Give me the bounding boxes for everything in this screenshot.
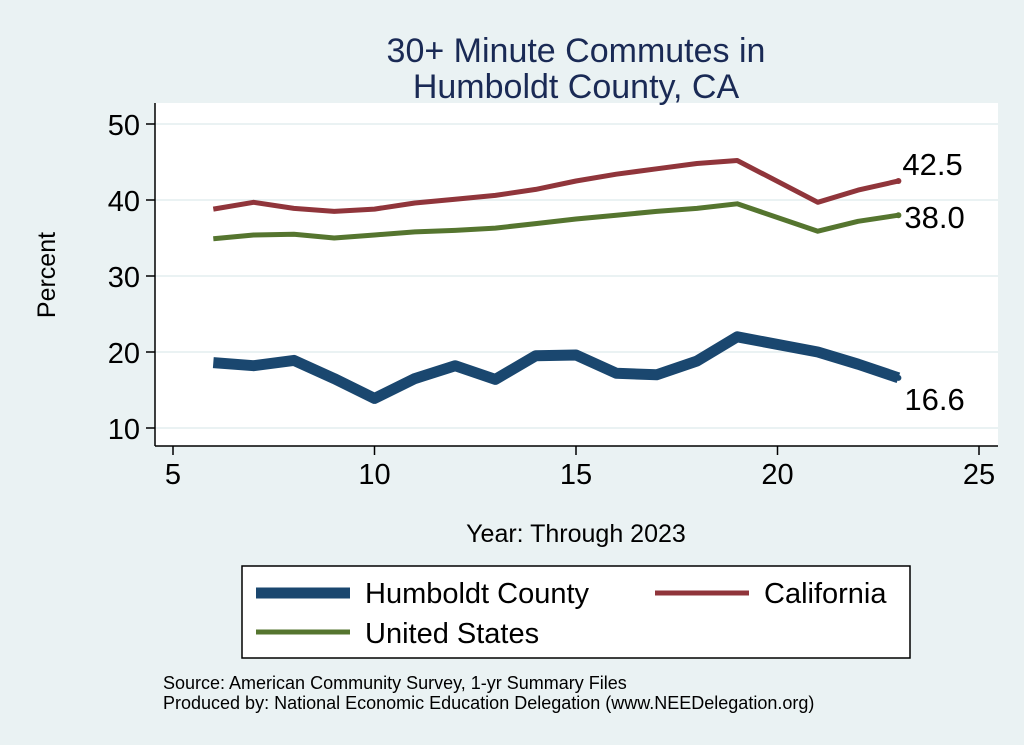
x-tick-label: 25 [963, 459, 995, 491]
plot-area [155, 103, 998, 446]
series-line-united-states [213, 201, 899, 242]
chart-title-line-2: Humboldt County, CA [413, 68, 740, 106]
chart-title-line-1: 30+ Minute Commutes in [387, 32, 766, 70]
end-label-california: 42.5 [902, 147, 962, 182]
legend: Humboldt County California United States [241, 565, 911, 659]
legend-label-united-states: United States [365, 618, 539, 650]
y-tick-label: 40 [108, 186, 140, 218]
produced-note: Produced by: National Economic Education… [163, 693, 814, 713]
end-label-humboldt: 16.6 [904, 382, 964, 417]
x-tick-label: 10 [358, 459, 390, 491]
end-label-layer: 16.6 42.5 38.0 [902, 147, 964, 417]
series-line-california [212, 158, 899, 214]
series-line-humboldt [212, 331, 901, 404]
legend-label-california: California [764, 578, 887, 610]
legend-label-humboldt: Humboldt County [365, 578, 590, 610]
axis-layer: 10 20 30 40 50 5 10 15 20 25 [108, 103, 998, 491]
y-tick-label: 20 [108, 338, 140, 370]
series-layer [212, 158, 902, 404]
end-label-united-states: 38.0 [904, 200, 964, 235]
series-end-point-united-states [895, 212, 902, 219]
grid-layer [155, 123, 998, 429]
series-end-point-california [895, 178, 902, 184]
y-tick-label: 10 [108, 414, 140, 446]
x-tick-label: 15 [560, 459, 592, 491]
x-tick-label: 5 [165, 459, 181, 491]
x-axis-title: Year: Through 2023 [466, 520, 686, 548]
source-note: Source: American Community Survey, 1-yr … [163, 673, 627, 693]
x-tick-label: 20 [761, 459, 793, 491]
series-end-point-humboldt [895, 374, 902, 381]
y-tick-label: 30 [108, 262, 140, 294]
legend-box [241, 565, 911, 659]
y-tick-label: 50 [108, 110, 140, 142]
y-axis-title: Percent [33, 232, 61, 318]
